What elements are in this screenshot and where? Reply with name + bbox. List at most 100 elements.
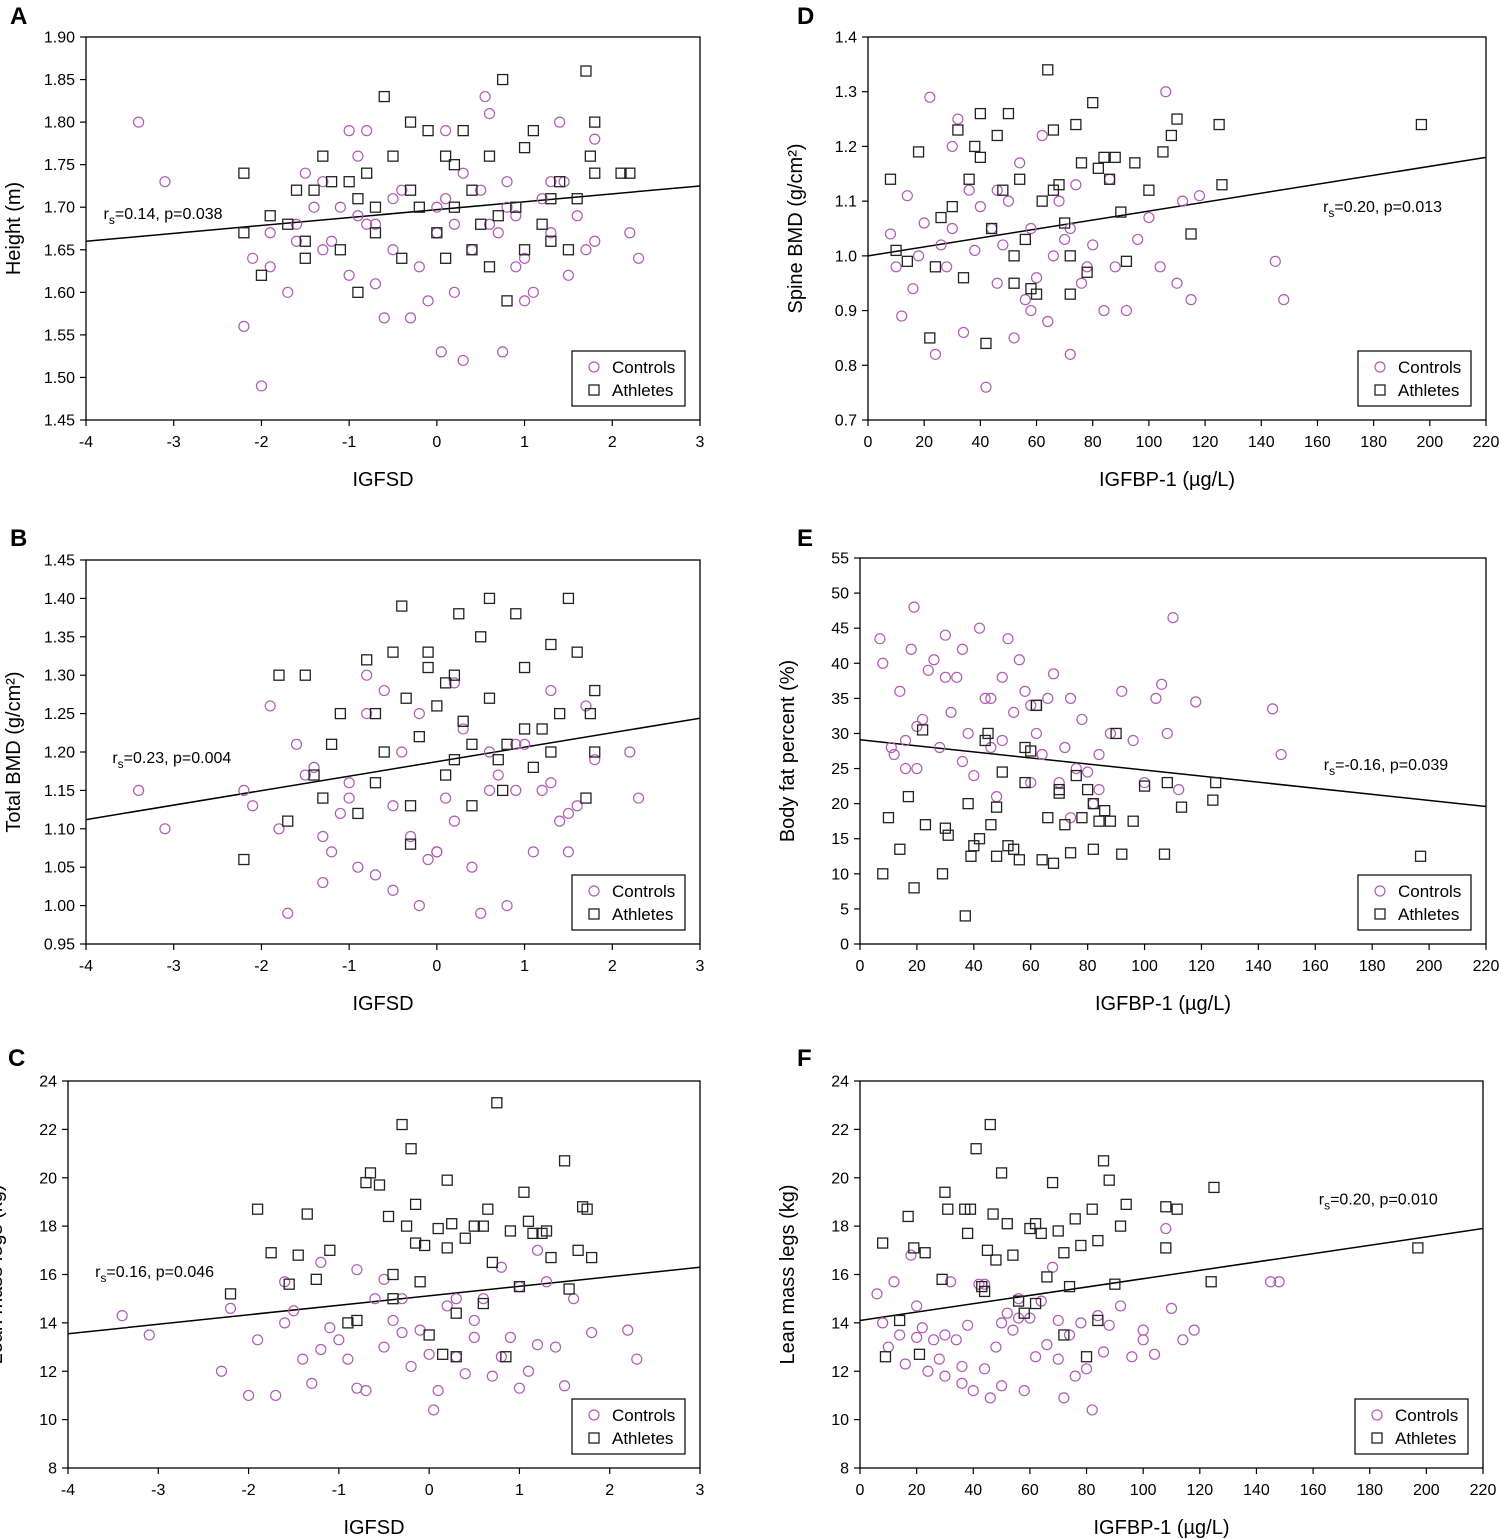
x-tick-label: 20 xyxy=(908,958,926,975)
athletes-point xyxy=(554,707,566,720)
x-tick-label: 40 xyxy=(964,1482,982,1499)
controls-point xyxy=(413,707,425,720)
regression-line xyxy=(868,156,1486,257)
athletes-point xyxy=(545,1251,557,1264)
legend: Controls Athletes xyxy=(1357,350,1472,407)
y-axis-label: Total BMD (g/cm²) xyxy=(3,671,25,832)
y-tick-label: 14 xyxy=(39,1315,57,1332)
controls-point xyxy=(1137,1334,1149,1346)
athletes-point xyxy=(1047,124,1060,136)
controls-point xyxy=(270,1389,282,1402)
controls-point xyxy=(945,1276,957,1288)
legend-box xyxy=(1357,874,1472,931)
controls-point xyxy=(1063,1329,1076,1341)
legend-athletes-label: Athletes xyxy=(1395,1429,1456,1448)
controls-point xyxy=(448,815,460,827)
panel-d: D 0 20 40 60 80 100 120 140 160 180 200 220 0.7 0.8 0.9… xyxy=(785,3,1499,491)
athletes-point xyxy=(1097,1155,1110,1167)
annotation-value: =0.20, p=0.010 xyxy=(1330,1191,1438,1208)
panel-letter: B xyxy=(10,525,27,552)
controls-point xyxy=(1109,261,1121,273)
controls-point xyxy=(912,250,925,262)
controls-point xyxy=(1052,1353,1064,1365)
annotation-stat: r xyxy=(112,750,118,767)
athletes-point xyxy=(439,677,452,689)
athletes-point xyxy=(1041,1271,1053,1283)
controls-point xyxy=(1053,195,1065,207)
athletes-point xyxy=(996,766,1008,778)
athletes-point xyxy=(527,1227,539,1240)
controls-point xyxy=(324,1322,336,1334)
controls-point xyxy=(448,286,460,298)
controls-point xyxy=(549,1341,562,1353)
y-axis-label: Lean mass legs (kg) xyxy=(777,1184,799,1364)
athletes-point xyxy=(496,73,509,86)
athletes-point xyxy=(518,723,531,735)
athletes-point xyxy=(255,269,268,281)
controls-point xyxy=(440,125,452,137)
y-tick-label: 20 xyxy=(831,796,849,813)
controls-point xyxy=(342,1353,354,1365)
controls-point xyxy=(1126,1351,1138,1363)
controls-point xyxy=(1154,261,1166,273)
controls-point xyxy=(882,1341,894,1353)
controls-point xyxy=(475,907,487,919)
athletes-point xyxy=(1216,179,1228,191)
y-tick-label: 1.15 xyxy=(44,783,75,800)
x-tick-label: 3 xyxy=(696,1482,705,1499)
controls-point xyxy=(899,1358,911,1370)
controls-point xyxy=(1046,1261,1059,1273)
controls-point xyxy=(440,193,452,205)
controls-point xyxy=(378,1341,390,1353)
athletes-point xyxy=(1210,776,1222,789)
y-tick-label: 1.65 xyxy=(44,242,75,259)
controls-point xyxy=(531,1339,544,1351)
y-axis-label: Body fat percent (%) xyxy=(777,660,799,842)
athletes-point xyxy=(580,792,592,804)
x-tick-label: 140 xyxy=(1243,1482,1270,1499)
y-tick-label: 25 xyxy=(831,761,849,778)
controls-point xyxy=(1165,1302,1178,1314)
controls-point xyxy=(540,1276,553,1288)
controls-point xyxy=(238,784,250,797)
athletes-point xyxy=(483,150,496,162)
controls-point xyxy=(1058,1392,1070,1404)
athletes-point xyxy=(1046,1176,1059,1189)
athletes-point xyxy=(1087,797,1099,810)
athletes-point xyxy=(1205,1276,1217,1288)
athletes-point xyxy=(1029,1218,1042,1230)
athletes-point xyxy=(317,150,329,162)
y-tick-label: 14 xyxy=(831,1315,849,1332)
athletes-point xyxy=(459,1232,471,1244)
controls-point xyxy=(238,320,250,332)
athletes-point xyxy=(352,807,364,820)
athletes-point xyxy=(586,1251,598,1264)
athletes-point xyxy=(299,252,311,264)
controls-point xyxy=(945,706,957,719)
athletes-point xyxy=(439,769,452,781)
controls-point xyxy=(282,286,294,298)
athletes-point xyxy=(981,1244,994,1256)
x-tick-label: 80 xyxy=(1078,1482,1096,1499)
controls-point xyxy=(1064,348,1076,360)
athletes-point xyxy=(1001,1218,1013,1230)
controls-point xyxy=(369,1293,381,1305)
athletes-point xyxy=(431,700,443,712)
athletes-point xyxy=(584,707,597,720)
athletes-point xyxy=(378,746,390,758)
athletes-point xyxy=(441,1174,453,1186)
y-tick-label: 1.50 xyxy=(44,370,75,387)
controls-point xyxy=(1025,222,1037,235)
athletes-point xyxy=(959,910,971,922)
athletes-point xyxy=(1092,1234,1104,1247)
controls-point xyxy=(510,784,522,797)
y-tick-label: 1.10 xyxy=(44,821,75,838)
controls-point xyxy=(308,201,320,213)
annotation-value: =-0.16, p=0.039 xyxy=(1335,757,1448,774)
athletes-point xyxy=(441,1242,453,1254)
athletes-point xyxy=(984,1118,996,1131)
athletes-point xyxy=(1042,64,1054,76)
athletes-point xyxy=(334,707,347,720)
x-tick-label: 100 xyxy=(1136,434,1163,451)
athletes-point xyxy=(477,1220,489,1232)
